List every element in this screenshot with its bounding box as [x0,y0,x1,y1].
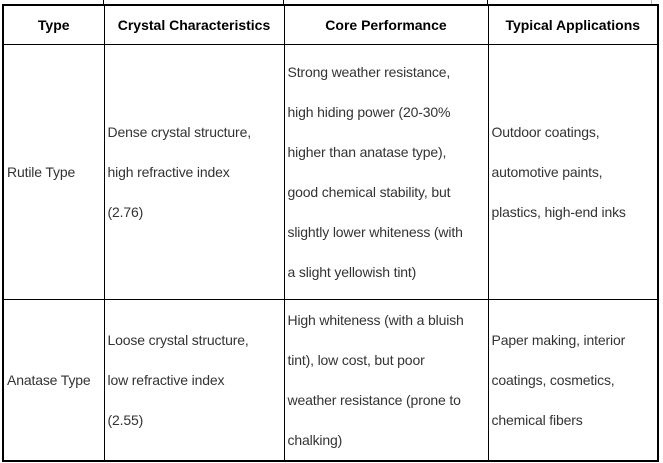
cell-rutile-crystal: Dense crystal structure, high refractive… [103,44,285,300]
cell-anatase-applications: Paper making, interior coatings, cosmeti… [487,299,659,462]
cropped-gridline-stub [487,0,488,4]
cropped-gridline-stub [651,0,652,4]
cropped-gridline-stub [283,0,284,4]
cell-rutile-type: Rutile Type [2,44,105,300]
cell-anatase-type: Anatase Type [2,299,105,462]
header-typical-applications: Typical Applications [487,4,659,45]
table-row-rutile: Rutile Type Dense crystal structure, hig… [2,44,659,300]
header-core-performance: Core Performance [283,4,489,45]
header-type: Type [2,4,105,45]
header-crystal-characteristics: Crystal Characteristics [103,4,285,45]
cropped-gridline-stub [103,0,104,4]
tio2-comparison-table: Type Crystal Characteristics Core Perfor… [2,4,659,462]
header-row: Type Crystal Characteristics Core Perfor… [2,4,659,45]
cell-anatase-crystal: Loose crystal structure, low refractive … [103,299,285,462]
cell-anatase-performance: High whiteness (with a bluish tint), low… [283,299,489,462]
table-row-anatase: Anatase Type Loose crystal structure, lo… [2,299,659,462]
cell-rutile-performance: Strong weather resistance, high hiding p… [283,44,489,300]
cell-rutile-applications: Outdoor coatings, automotive paints, pla… [487,44,659,300]
